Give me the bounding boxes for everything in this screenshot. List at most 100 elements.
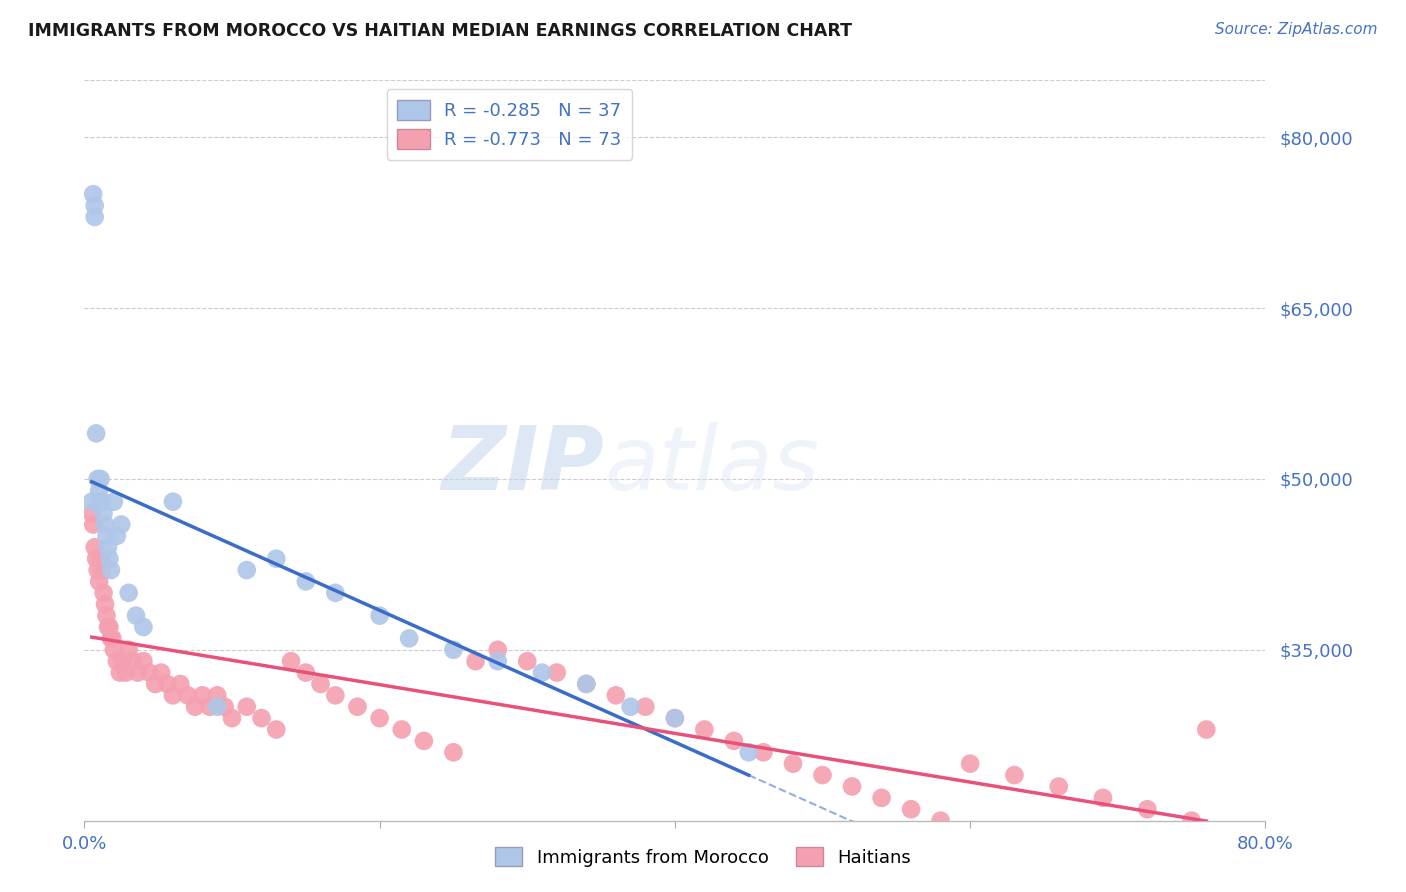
Point <box>101 632 124 646</box>
Point <box>86 563 108 577</box>
Point <box>93 506 115 520</box>
Point <box>82 187 104 202</box>
Point <box>443 642 465 657</box>
Point <box>96 529 118 543</box>
Point <box>516 654 538 668</box>
Point <box>413 734 436 748</box>
Point <box>111 654 134 668</box>
Point <box>605 689 627 703</box>
Point <box>443 745 465 759</box>
Point <box>177 689 200 703</box>
Point <box>150 665 173 680</box>
Point <box>620 699 643 714</box>
Point <box>162 494 184 508</box>
Point <box>236 699 259 714</box>
Point <box>752 745 775 759</box>
Point <box>80 494 103 508</box>
Point <box>91 494 114 508</box>
Text: Source: ZipAtlas.com: Source: ZipAtlas.com <box>1215 22 1378 37</box>
Point <box>125 608 148 623</box>
Point <box>108 665 131 680</box>
Point <box>191 689 214 703</box>
Point <box>295 574 318 589</box>
Point <box>266 723 288 737</box>
Point <box>309 677 332 691</box>
Point <box>132 654 155 668</box>
Legend: R = -0.285   N = 37, R = -0.773   N = 73: R = -0.285 N = 37, R = -0.773 N = 73 <box>387 89 633 160</box>
Point <box>91 563 114 577</box>
Point <box>98 620 121 634</box>
Point <box>664 711 686 725</box>
Point <box>723 734 745 748</box>
Point <box>841 780 863 794</box>
Point <box>83 210 105 224</box>
Point <box>250 711 273 725</box>
Point <box>486 654 509 668</box>
Point <box>486 642 509 657</box>
Point <box>184 699 207 714</box>
Point <box>132 620 155 634</box>
Point <box>169 677 191 691</box>
Point <box>959 756 981 771</box>
Point <box>83 198 105 212</box>
Point <box>929 814 952 828</box>
Point <box>162 689 184 703</box>
Point <box>266 551 288 566</box>
Point <box>100 563 122 577</box>
Point <box>156 677 179 691</box>
Point <box>80 506 103 520</box>
Point <box>100 632 122 646</box>
Point <box>97 620 120 634</box>
Point <box>221 711 243 725</box>
Point <box>143 677 166 691</box>
Point <box>811 768 834 782</box>
Point <box>90 551 112 566</box>
Point <box>118 642 141 657</box>
Point <box>575 677 598 691</box>
Point <box>118 586 141 600</box>
Point <box>198 699 221 714</box>
Point <box>1092 790 1115 805</box>
Point <box>236 563 259 577</box>
Text: ZIP: ZIP <box>441 422 605 508</box>
Point <box>84 551 107 566</box>
Point <box>82 517 104 532</box>
Point <box>207 699 229 714</box>
Point <box>87 494 111 508</box>
Point <box>900 802 922 816</box>
Point <box>93 586 115 600</box>
Point <box>96 608 118 623</box>
Point <box>103 642 125 657</box>
Point <box>391 723 413 737</box>
Point <box>114 665 136 680</box>
Point <box>368 711 391 725</box>
Point <box>127 665 149 680</box>
Point <box>346 699 368 714</box>
Point <box>1136 802 1159 816</box>
Text: IMMIGRANTS FROM MOROCCO VS HAITIAN MEDIAN EARNINGS CORRELATION CHART: IMMIGRANTS FROM MOROCCO VS HAITIAN MEDIA… <box>28 22 852 40</box>
Point <box>103 494 125 508</box>
Point <box>546 665 568 680</box>
Point <box>110 517 132 532</box>
Point <box>87 574 111 589</box>
Point <box>368 608 391 623</box>
Point <box>84 426 107 441</box>
Point <box>86 472 108 486</box>
Point <box>207 689 229 703</box>
Point <box>214 699 236 714</box>
Point <box>693 723 716 737</box>
Point <box>870 790 893 805</box>
Point <box>122 654 145 668</box>
Point <box>1195 723 1218 737</box>
Point <box>83 541 105 555</box>
Text: atlas: atlas <box>605 422 818 508</box>
Point <box>295 665 318 680</box>
Point <box>738 745 761 759</box>
Point <box>90 472 112 486</box>
Point <box>98 551 121 566</box>
Point <box>105 654 128 668</box>
Point <box>664 711 686 725</box>
Point <box>634 699 657 714</box>
Point <box>325 689 347 703</box>
Point <box>280 654 302 668</box>
